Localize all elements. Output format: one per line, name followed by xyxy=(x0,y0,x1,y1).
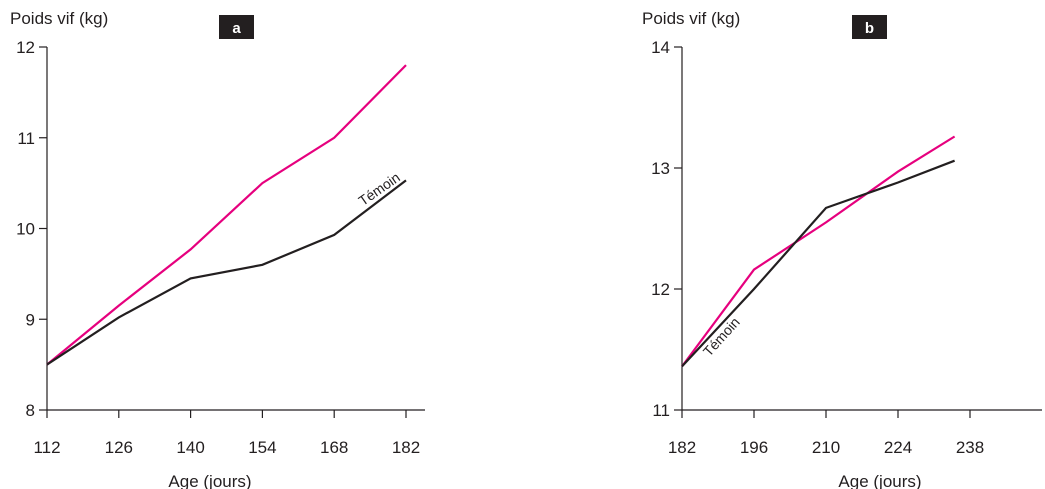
x-tick-label: 126 xyxy=(105,438,133,457)
x-axis-title: Age (jours) xyxy=(838,472,921,489)
y-tick-label: 13 xyxy=(651,159,670,178)
x-tick-label: 140 xyxy=(176,438,204,457)
y-tick-label: 14 xyxy=(651,38,670,57)
x-tick-label: 210 xyxy=(812,438,840,457)
x-tick-label: 168 xyxy=(320,438,348,457)
series-label-temoin: Témoin xyxy=(700,314,743,359)
y-tick-label: 11 xyxy=(17,129,35,148)
y-tick-label: 10 xyxy=(16,220,35,239)
series-line-treated xyxy=(681,135,956,368)
x-tick-label: 196 xyxy=(740,438,768,457)
x-tick-label: 182 xyxy=(668,438,696,457)
chart-panel-b: 11 12 13 14 182 196 210 224 238 Poids vif (kg) Age… xyxy=(642,9,1042,489)
panel-tag-box xyxy=(219,15,254,39)
y-tick-label: 12 xyxy=(16,38,35,57)
chart-panel-a: 8 9 10 11 12 112 126 140 154 168 182 Poids vif (kg)… xyxy=(10,9,425,489)
x-tick-label: 238 xyxy=(956,438,984,457)
x-tick-label: 182 xyxy=(392,438,420,457)
y-tick-label: 11 xyxy=(652,401,670,420)
y-tick-label: 12 xyxy=(651,280,670,299)
panel-tag-box xyxy=(852,15,887,39)
x-tick-label: 112 xyxy=(33,438,60,457)
series-line-temoin xyxy=(46,179,407,366)
x-tick-label: 224 xyxy=(884,438,912,457)
y-tick-label: 8 xyxy=(26,401,35,420)
series-line-temoin xyxy=(681,159,955,368)
y-axis-title: Poids vif (kg) xyxy=(10,9,108,28)
x-tick-label: 154 xyxy=(248,438,276,457)
x-axis-title: Age (jours) xyxy=(168,472,251,489)
panel-tag-label: a xyxy=(232,20,241,37)
y-tick-label: 9 xyxy=(26,310,35,329)
series-line-treated xyxy=(46,64,407,366)
y-axis-title: Poids vif (kg) xyxy=(642,9,740,28)
panel-tag-label: b xyxy=(865,20,874,37)
